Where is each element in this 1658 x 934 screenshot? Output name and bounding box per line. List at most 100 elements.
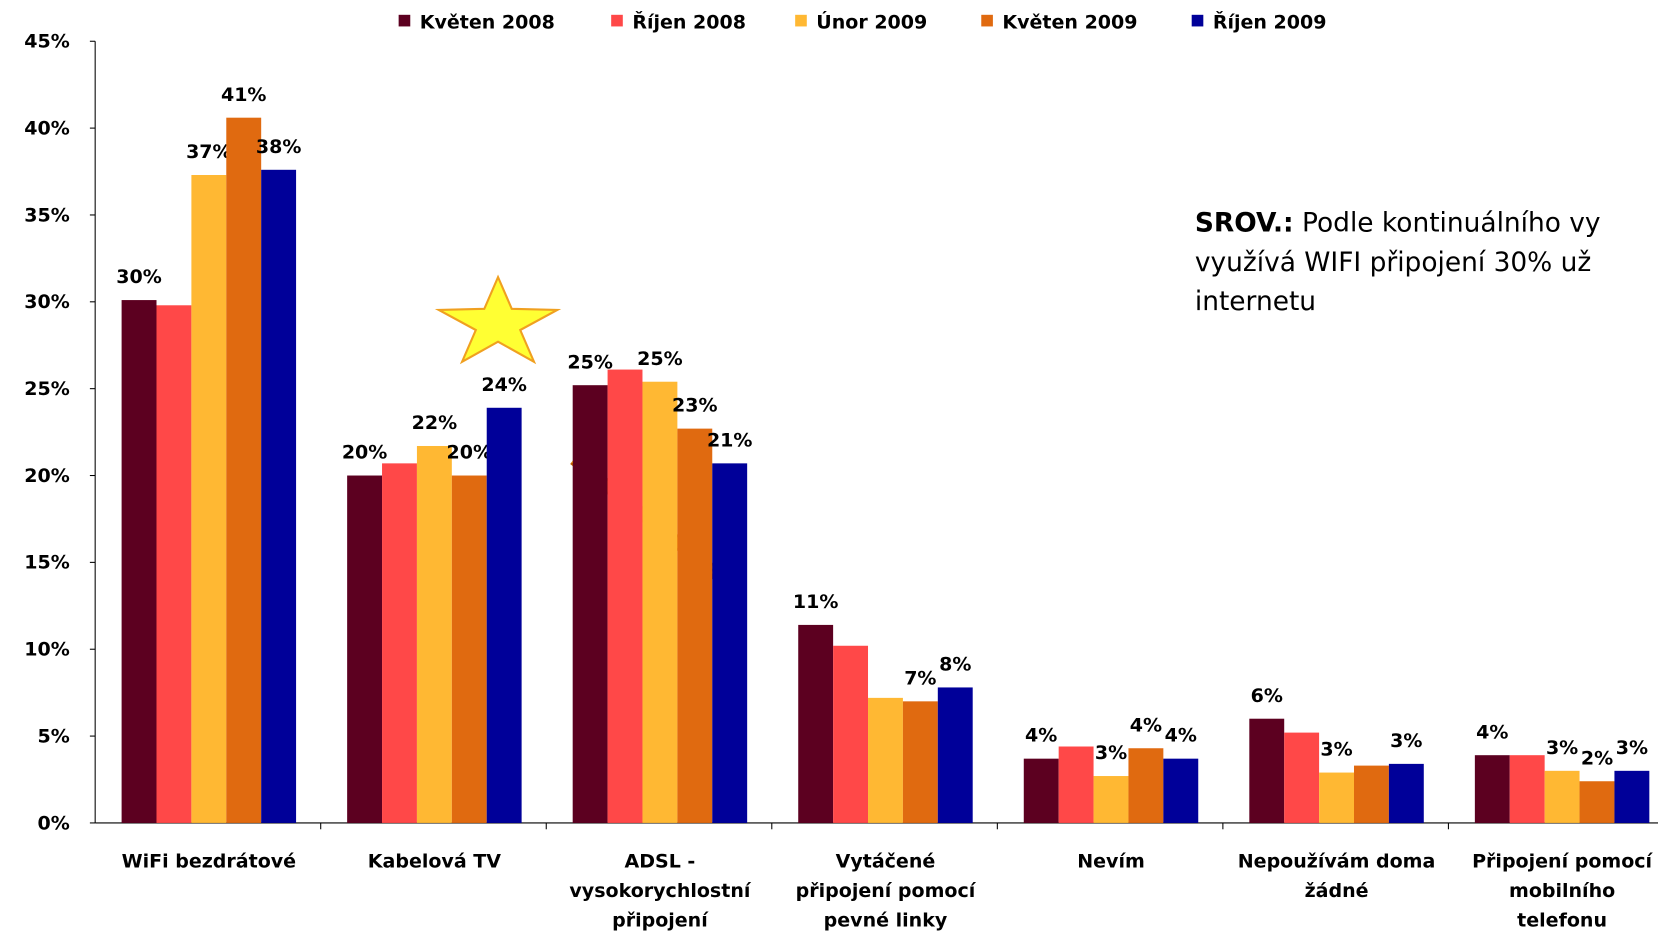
data-label: 21% <box>707 429 753 451</box>
legend-label: Říjen 2009 <box>1213 11 1327 34</box>
data-label: 3% <box>1546 737 1578 759</box>
data-label: 25% <box>567 351 613 373</box>
data-label: 8% <box>939 654 971 676</box>
bar <box>1544 770 1580 823</box>
data-label: 4% <box>1476 721 1508 743</box>
x-tick-label: ADSL - vysokorychlostní připojení <box>569 850 751 931</box>
x-tick-label: WiFi bezdrátové <box>122 850 296 872</box>
bar <box>937 687 973 823</box>
bar <box>1284 732 1320 823</box>
bar <box>416 445 452 823</box>
x-tick-label-line: připojení <box>612 910 709 932</box>
bar <box>1163 758 1199 823</box>
annotation: SROV.: Podle kontinuálního vy <box>1195 208 1601 239</box>
data-label: 3% <box>1320 739 1352 761</box>
y-tick-label: 45% <box>24 31 70 53</box>
bar <box>1023 758 1059 823</box>
bar <box>1093 776 1129 823</box>
bar <box>226 117 262 823</box>
annotation-line: využívá WIFI připojení 30% už <box>1195 247 1591 278</box>
x-tick-label-line: telefonu <box>1517 910 1607 932</box>
y-tick-label: 10% <box>24 639 70 661</box>
bar <box>642 381 678 823</box>
x-tick-label-line: Připojení pomocí <box>1472 850 1653 872</box>
bar <box>1474 755 1510 823</box>
y-tick-label: 20% <box>24 465 70 487</box>
x-tick-label-line: mobilního <box>1509 880 1615 902</box>
bar <box>261 169 297 823</box>
bar <box>677 428 713 823</box>
bar <box>1614 770 1650 823</box>
data-label: 22% <box>412 412 458 434</box>
bar <box>156 305 192 823</box>
bar <box>1058 746 1094 823</box>
bar <box>1388 763 1424 823</box>
annotation-bold: SROV.: <box>1195 208 1294 239</box>
x-tick-label-line: ADSL - <box>625 850 696 872</box>
bar <box>191 175 227 823</box>
data-label: 25% <box>637 348 683 370</box>
legend-label: Únor 2009 <box>816 10 927 34</box>
bar <box>1509 755 1545 823</box>
annotation-line: Podle kontinuálního vy <box>1294 208 1601 239</box>
bar <box>712 463 748 823</box>
x-tick-label: Vytáčené připojení pomocí pevné linky <box>796 850 977 931</box>
x-tick-label-line: připojení pomocí <box>796 880 977 902</box>
x-tick-label-line: žádné <box>1305 880 1369 902</box>
annotation-line: internetu <box>1195 286 1316 317</box>
x-tick-label-line: pevné linky <box>824 910 948 932</box>
legend-swatch <box>1191 14 1204 27</box>
legend-label: Říjen 2008 <box>632 11 746 34</box>
bar <box>607 369 643 823</box>
y-tick-label: 15% <box>24 552 70 574</box>
bar <box>1249 718 1285 823</box>
data-label: 38% <box>256 136 302 158</box>
bar <box>382 463 417 823</box>
bar <box>1128 748 1164 823</box>
legend-swatch <box>611 14 623 27</box>
y-tick-label: 5% <box>37 725 69 747</box>
legend-label: Květen 2008 <box>420 12 555 34</box>
data-label: 20% <box>447 442 493 464</box>
data-label: 23% <box>672 395 718 417</box>
bar <box>121 300 157 823</box>
bar <box>1579 781 1615 823</box>
data-label: 6% <box>1251 685 1283 707</box>
y-tick-label: 40% <box>24 117 70 139</box>
bar <box>798 624 834 823</box>
bar <box>1319 772 1354 823</box>
data-label: 30% <box>116 266 162 288</box>
x-tick-label: Nepoužívám doma žádné <box>1238 850 1436 902</box>
x-tick-label: Kabelová TV <box>368 850 501 872</box>
data-label: 37% <box>186 141 232 163</box>
y-tick-label: 0% <box>37 812 69 834</box>
data-label: 3% <box>1390 730 1422 752</box>
x-tick-label-line: Nepoužívám doma <box>1238 850 1436 872</box>
bar <box>868 697 903 823</box>
x-tick-label-line: Nevím <box>1077 850 1145 872</box>
x-tick-label: Nevím <box>1077 850 1145 872</box>
legend-swatch <box>795 14 807 27</box>
bar <box>451 475 487 823</box>
legend-swatch <box>981 14 993 27</box>
bar <box>833 645 869 823</box>
data-label: 7% <box>904 667 936 689</box>
data-label: 11% <box>793 591 839 613</box>
x-tick-label-line: Kabelová TV <box>368 850 501 872</box>
x-tick-label-line: WiFi bezdrátové <box>122 850 296 872</box>
data-label: 3% <box>1095 742 1127 764</box>
bar <box>572 385 608 823</box>
data-label: 4% <box>1130 714 1162 736</box>
data-label: 3% <box>1616 737 1648 759</box>
x-tick-label-line: Vytáčené <box>836 850 936 872</box>
bar <box>1353 765 1389 823</box>
bar <box>486 407 522 823</box>
y-tick-label: 30% <box>24 291 70 313</box>
x-tick-label: Připojení pomocí mobilního telefonu <box>1472 850 1653 931</box>
x-tick-label-line: vysokorychlostní <box>569 880 751 902</box>
legend-swatch <box>398 14 411 27</box>
star-icon <box>434 274 562 365</box>
data-label: 41% <box>221 84 267 106</box>
legend-label: Květen 2009 <box>1002 12 1137 34</box>
